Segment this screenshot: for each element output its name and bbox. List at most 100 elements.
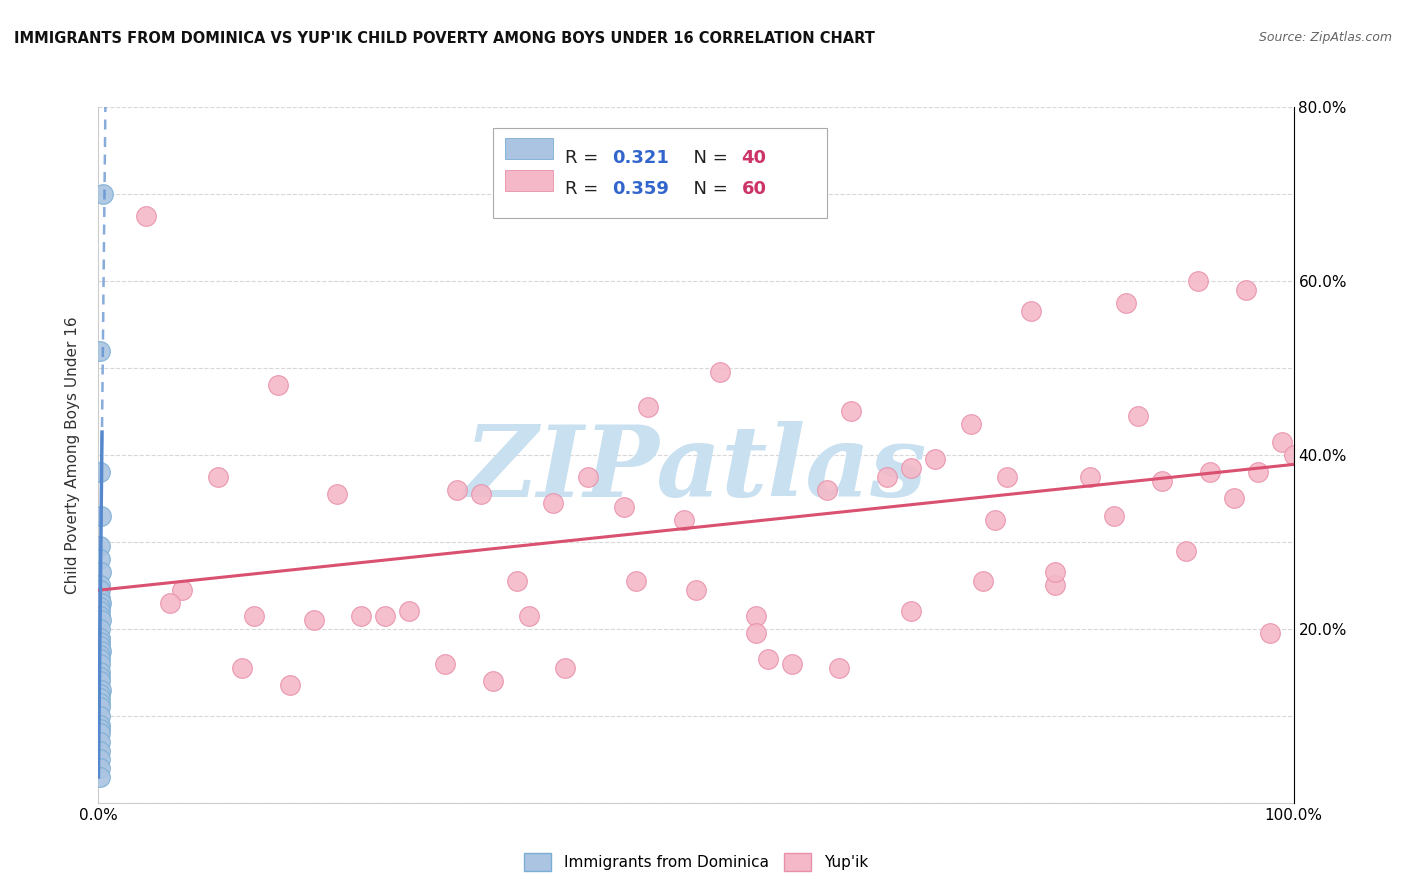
Point (1080, 469, 1102, 483)
Text: R =: R = (565, 149, 603, 167)
Legend: Immigrants from Dominica, Yup'ik: Immigrants from Dominica, Yup'ik (516, 846, 876, 879)
Point (900, 605, 922, 619)
Point (1271, 434, 1294, 449)
Point (278, 678, 301, 692)
Point (89, 466, 111, 480)
Point (90, 613, 112, 627)
Point (876, 469, 898, 483)
Point (89, 343, 111, 358)
Point (1234, 283, 1257, 297)
Point (995, 469, 1018, 483)
Point (972, 574, 994, 588)
Point (1198, 466, 1220, 480)
Point (1043, 566, 1066, 580)
Point (89, 600, 111, 615)
Point (89, 635, 111, 649)
Point (350, 608, 373, 623)
Point (613, 500, 636, 514)
Text: N =: N = (682, 180, 733, 198)
Point (1128, 409, 1150, 423)
Point (89, 708, 111, 723)
Point (89, 726, 111, 740)
Point (89, 648, 111, 662)
Point (243, 608, 266, 623)
Point (89, 605, 111, 619)
Text: 0.321: 0.321 (613, 149, 669, 167)
Point (89, 657, 111, 671)
Text: ZIPatlas: ZIPatlas (465, 421, 927, 517)
Text: IMMIGRANTS FROM DOMINICA VS YUP'IK CHILD POVERTY AMONG BOYS UNDER 16 CORRELATION: IMMIGRANTS FROM DOMINICA VS YUP'IK CHILD… (14, 31, 875, 46)
Point (89, 665, 111, 680)
Point (89, 744, 111, 758)
Y-axis label: Child Poverty Among Boys Under 16: Child Poverty Among Boys Under 16 (65, 316, 80, 594)
Point (470, 487, 492, 501)
Point (506, 574, 529, 588)
Point (1258, 626, 1281, 640)
Point (1175, 543, 1198, 558)
Point (302, 613, 325, 627)
Point (685, 582, 707, 597)
Point (89, 591, 111, 606)
Point (1102, 508, 1125, 523)
Point (89, 687, 111, 701)
Point (576, 469, 599, 483)
Point (89, 622, 111, 636)
Point (91, 187, 114, 202)
Point (90, 643, 112, 657)
Point (90, 596, 112, 610)
Point (1150, 474, 1173, 488)
Point (267, 378, 290, 392)
Point (89, 700, 111, 714)
Point (207, 469, 229, 483)
FancyBboxPatch shape (505, 169, 553, 191)
Point (554, 661, 576, 675)
Point (89, 735, 111, 749)
Point (172, 582, 194, 597)
Text: R =: R = (565, 180, 603, 198)
Point (159, 596, 181, 610)
Point (89, 770, 111, 784)
FancyBboxPatch shape (494, 128, 828, 219)
Point (828, 661, 851, 675)
Point (745, 626, 768, 640)
Point (626, 574, 648, 588)
Point (89, 631, 111, 645)
Point (433, 657, 456, 671)
Point (984, 513, 1007, 527)
Point (326, 487, 349, 501)
Point (1222, 491, 1246, 506)
Point (446, 483, 468, 497)
Point (959, 417, 981, 432)
Point (89, 608, 111, 623)
Point (709, 365, 731, 379)
Point (517, 608, 540, 623)
Point (1043, 578, 1066, 592)
Text: N =: N = (682, 149, 733, 167)
Point (398, 605, 420, 619)
FancyBboxPatch shape (505, 138, 553, 159)
Point (89, 578, 111, 592)
Point (1246, 466, 1268, 480)
Text: 60: 60 (741, 180, 766, 198)
Point (89, 691, 111, 706)
Point (841, 404, 863, 418)
Point (90, 682, 112, 697)
Point (924, 452, 946, 467)
Point (1019, 304, 1042, 318)
Point (541, 496, 564, 510)
Point (135, 209, 157, 223)
Point (1187, 274, 1209, 288)
Point (1282, 448, 1305, 462)
Point (90, 566, 112, 580)
Point (1115, 295, 1137, 310)
Point (89, 696, 111, 710)
Point (780, 657, 803, 671)
Text: Source: ZipAtlas.com: Source: ZipAtlas.com (1258, 31, 1392, 45)
Point (89, 639, 111, 653)
Point (374, 608, 396, 623)
Text: 40: 40 (741, 149, 766, 167)
Point (89, 761, 111, 775)
Point (89, 752, 111, 766)
Point (815, 483, 838, 497)
Text: 0.359: 0.359 (613, 180, 669, 198)
